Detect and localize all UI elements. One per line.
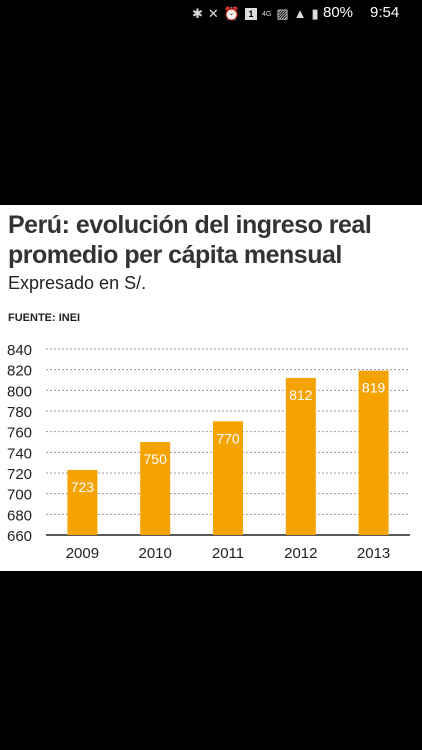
y-tick-label: 780	[7, 404, 32, 421]
x-tick-label: 2011	[212, 545, 244, 562]
bar-chart: 660 680 700 720 740 760 780 800 820 840 723 2009 750…	[7, 342, 410, 562]
bar-value-label: 750	[144, 451, 168, 467]
mute-icon: ✕	[207, 6, 219, 21]
clock: 9:54	[370, 4, 400, 21]
bar	[285, 377, 316, 535]
x-tick-label: 2013	[357, 545, 390, 562]
status-bar: ✱ ✕ ⏰ 1 4G ▨ ▲ ▮ 80% 9:54	[0, 0, 422, 28]
y-tick-label: 820	[7, 363, 32, 380]
bluetooth-icon: ✱	[192, 6, 203, 21]
chart-title: Perú: evolución del ingreso real promedi…	[8, 211, 372, 269]
bar	[140, 442, 171, 535]
y-tick-label: 840	[7, 342, 32, 359]
x-tick-label: 2012	[284, 545, 317, 562]
y-tick-label: 740	[7, 445, 32, 462]
y-tick-label: 720	[7, 466, 32, 483]
y-tick-label: 660	[7, 528, 32, 545]
battery-percent: 80%	[323, 4, 354, 21]
y-tick-label: 680	[7, 507, 32, 524]
bar	[67, 469, 98, 535]
4g-icon: 4G	[262, 10, 272, 18]
bar	[213, 421, 243, 535]
bar-value-label: 770	[216, 430, 240, 446]
chart-source: FUENTE: INEI	[8, 312, 81, 324]
signal-icon: ▲	[293, 6, 307, 21]
bar-value-label: 812	[289, 387, 313, 403]
bar-value-label: 723	[71, 479, 95, 495]
y-tick-label: 760	[7, 425, 32, 442]
image-icon: ▨	[276, 6, 289, 21]
bar	[358, 370, 389, 535]
notification-1-icon: 1	[245, 8, 257, 20]
alarm-icon: ⏰	[223, 6, 240, 21]
x-tick-label: 2009	[66, 545, 99, 562]
status-icons: ✱ ✕ ⏰ 1 4G ▨ ▲ ▮	[192, 6, 319, 22]
y-tick-label: 700	[7, 487, 32, 504]
y-tick-label: 800	[7, 383, 32, 400]
x-tick-label: 2010	[139, 545, 172, 562]
article-image: Perú: evolución del ingreso real promedi…	[0, 205, 422, 571]
battery-icon: ▮	[311, 6, 319, 21]
chart-subtitle: Expresado en S/.	[8, 273, 147, 293]
bar-value-label: 819	[362, 380, 386, 396]
